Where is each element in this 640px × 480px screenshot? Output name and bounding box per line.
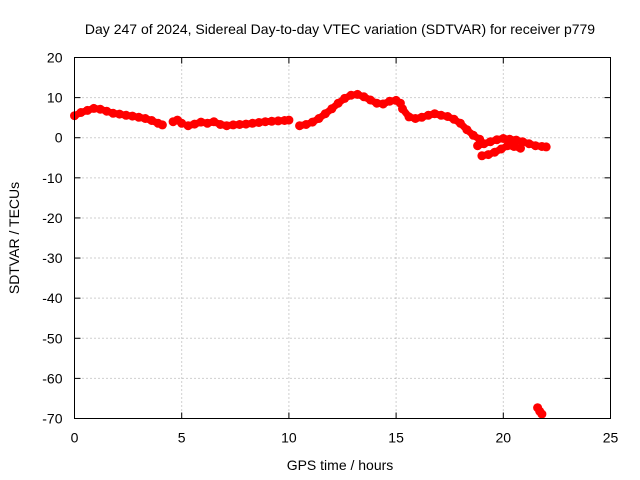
- y-tick-label: -70: [42, 411, 62, 427]
- data-point: [537, 409, 547, 419]
- y-axis-label: SDTVAR / TECUs: [6, 182, 22, 294]
- y-tick-label: 20: [47, 50, 63, 66]
- data-point: [314, 114, 324, 123]
- x-tick-label: 10: [281, 430, 297, 446]
- x-tick-label: 25: [603, 430, 619, 446]
- data-point: [516, 143, 525, 153]
- data-point: [260, 117, 270, 127]
- y-tick-label: 10: [47, 90, 63, 106]
- x-axis-label: GPS time / hours: [287, 457, 394, 473]
- chart-title: Day 247 of 2024, Sidereal Day-to-day VTE…: [85, 21, 595, 37]
- data-point: [455, 118, 465, 128]
- data-point: [333, 98, 343, 108]
- y-tick-label: -50: [42, 330, 62, 346]
- data-point: [462, 125, 472, 135]
- x-tick-label: 20: [496, 430, 512, 446]
- data-point: [267, 116, 277, 126]
- data-point: [327, 104, 337, 114]
- x-tick-label: 15: [388, 430, 404, 446]
- data-point: [541, 142, 551, 152]
- grid: [74, 57, 611, 419]
- data-point: [235, 120, 245, 129]
- data-point: [320, 109, 330, 119]
- y-tick-label: -40: [42, 290, 62, 306]
- y-tick-label: 0: [55, 130, 63, 146]
- data-point: [398, 104, 407, 114]
- tick-labels: 0 5 10 15 20 25 20 10 0 -10 -20 -30 -40 -50 -60 -70: [42, 50, 618, 446]
- axis-ticks: [74, 57, 611, 419]
- x-tick-label: 0: [71, 430, 79, 446]
- data-point: [468, 130, 478, 140]
- data-point: [449, 114, 459, 124]
- y-tick-label: -20: [42, 210, 62, 226]
- data-point: [228, 120, 238, 130]
- y-tick-label: -30: [42, 250, 62, 266]
- data-point: [284, 115, 294, 125]
- data-series: [70, 89, 551, 419]
- y-tick-label: -60: [42, 370, 62, 386]
- data-point: [273, 116, 283, 126]
- x-tick-label: 5: [178, 430, 186, 446]
- data-point: [157, 120, 167, 130]
- y-tick-label: -10: [42, 170, 62, 186]
- plot-frame: [74, 57, 611, 419]
